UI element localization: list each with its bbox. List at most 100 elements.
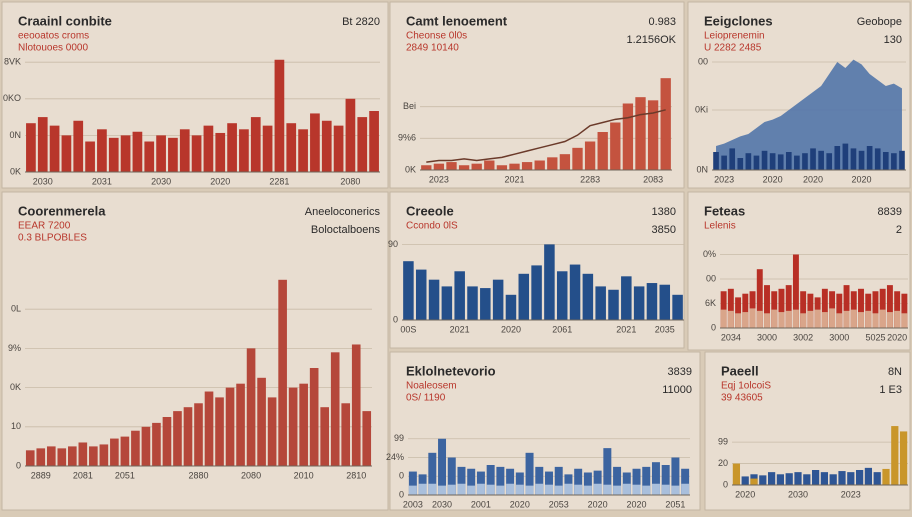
x-tick-label: 2020 — [510, 499, 530, 509]
panel-note: 3850 — [652, 224, 676, 236]
area — [716, 59, 902, 170]
x-tick-label: 2083 — [643, 174, 663, 184]
bar — [496, 466, 505, 495]
panel-note: 2 — [896, 224, 902, 236]
bar — [778, 288, 785, 328]
bar — [633, 286, 645, 320]
bar — [603, 448, 612, 495]
bar — [467, 286, 478, 320]
x-tick-label: 2023 — [714, 174, 734, 184]
bar — [403, 261, 414, 320]
bar — [545, 484, 553, 495]
bar — [345, 98, 356, 172]
bar — [438, 485, 447, 495]
bar — [761, 150, 768, 170]
bar — [152, 422, 161, 466]
bar — [457, 483, 466, 495]
x-tick-label: 2080 — [241, 470, 261, 480]
bar — [408, 485, 417, 495]
panel-subtitle: eeooatos croms — [18, 31, 89, 42]
bar — [621, 276, 632, 320]
bar — [777, 154, 784, 170]
bar — [745, 153, 752, 170]
bar — [769, 153, 776, 170]
bar — [486, 484, 495, 495]
bar — [428, 279, 440, 320]
y-tick-label: 00 — [698, 56, 708, 66]
bar — [61, 135, 72, 172]
bar — [593, 483, 602, 495]
bar — [36, 448, 46, 466]
y-tick-label: 0N — [696, 164, 708, 174]
x-tick-label: 2889 — [31, 470, 51, 480]
x-tick-label: 3002 — [793, 332, 813, 342]
bar — [632, 468, 641, 495]
bar — [330, 352, 340, 466]
bar — [792, 309, 799, 328]
panel-subtitle: 39 43605 — [721, 393, 763, 404]
bar — [320, 407, 329, 466]
bar — [659, 284, 671, 320]
panel-note: 1380 — [652, 206, 676, 218]
bar — [68, 446, 77, 466]
bar — [531, 265, 542, 320]
panel-title: Creeole — [406, 203, 454, 218]
bar — [785, 285, 792, 328]
bar — [120, 436, 130, 466]
bar — [262, 125, 273, 172]
x-tick-label: 2020 — [887, 332, 907, 342]
bar — [333, 125, 344, 172]
bar — [433, 163, 445, 170]
bar — [729, 148, 736, 170]
y-tick-label: 0K — [405, 164, 416, 174]
bar — [168, 137, 178, 172]
bar — [236, 383, 245, 466]
bar — [547, 157, 558, 170]
bar — [858, 288, 864, 328]
bar — [203, 125, 214, 172]
bar — [480, 288, 491, 320]
panel-note: Boloctalboens — [311, 224, 381, 236]
bar — [357, 117, 368, 172]
bar — [132, 131, 143, 172]
bar — [428, 483, 437, 495]
bar — [574, 468, 583, 495]
bar — [569, 264, 581, 320]
bar — [415, 269, 427, 320]
bar — [826, 153, 833, 170]
x-tick-label: 2030 — [33, 176, 53, 186]
bar — [564, 483, 573, 495]
bar — [749, 308, 756, 328]
bar — [899, 431, 908, 485]
x-tick-label: 2080 — [340, 176, 360, 186]
x-tick-label: 2020 — [763, 174, 783, 184]
bar — [672, 294, 683, 320]
bar — [811, 470, 820, 485]
y-tick-label: 0 — [399, 489, 404, 499]
bar — [886, 285, 893, 328]
bar — [647, 100, 659, 170]
bar — [879, 288, 886, 328]
bar — [239, 129, 249, 172]
bar — [309, 368, 319, 466]
bar — [727, 288, 734, 328]
y-tick-label: 00 — [706, 273, 716, 283]
bar — [447, 457, 456, 495]
x-tick-label: 2020 — [803, 174, 823, 184]
bar — [646, 283, 658, 320]
bar — [713, 152, 719, 170]
y-tick-label: 0N — [9, 130, 21, 140]
bar — [534, 160, 545, 170]
bar — [267, 397, 277, 466]
bar — [794, 472, 802, 485]
bar — [583, 472, 592, 495]
bar — [484, 160, 495, 170]
bar — [191, 135, 202, 172]
panel-note: 1.2156OK — [626, 34, 676, 46]
x-tick-label: 2021 — [504, 174, 524, 184]
x-tick-label: 2020 — [588, 499, 608, 509]
x-tick-label: 2810 — [346, 470, 366, 480]
bar — [595, 286, 606, 320]
panel-subtitle: 2849 10140 — [406, 43, 459, 54]
bar — [800, 291, 807, 328]
